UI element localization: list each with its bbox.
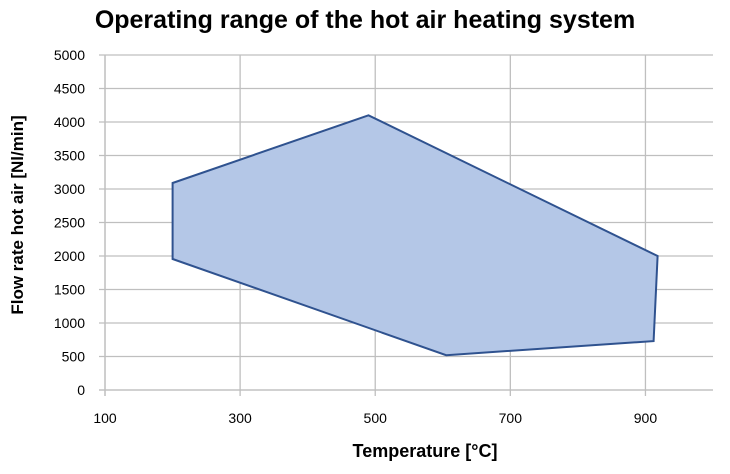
y-tick-label: 1000 — [54, 315, 85, 331]
x-tick-label: 300 — [228, 410, 252, 426]
y-tick-label: 2500 — [54, 215, 85, 231]
chart-title: Operating range of the hot air heating s… — [94, 6, 636, 34]
operating-range-area — [171, 114, 659, 357]
y-tick-label: 2000 — [54, 248, 85, 264]
x-axis-label: Temperature [°C] — [352, 441, 498, 461]
x-tick-label: 900 — [634, 410, 658, 426]
y-tick-label: 3500 — [54, 148, 85, 164]
x-tick-label: 500 — [364, 410, 388, 426]
x-tick-label: 700 — [499, 410, 523, 426]
y-tick-label: 5000 — [54, 47, 85, 63]
x-tick-label: 100 — [93, 410, 117, 426]
y-tick-label: 3000 — [54, 181, 85, 197]
y-tick-label: 1500 — [54, 282, 85, 298]
y-tick-label: 4000 — [54, 114, 85, 130]
y-tick-label: 4500 — [54, 81, 85, 97]
y-tick-label: 0 — [77, 382, 85, 398]
y-tick-label: 500 — [62, 349, 86, 365]
